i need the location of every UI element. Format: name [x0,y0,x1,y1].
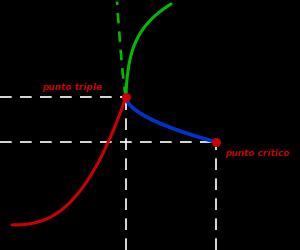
Text: punto triple: punto triple [42,83,102,92]
Text: punto crítico: punto crítico [225,148,290,157]
